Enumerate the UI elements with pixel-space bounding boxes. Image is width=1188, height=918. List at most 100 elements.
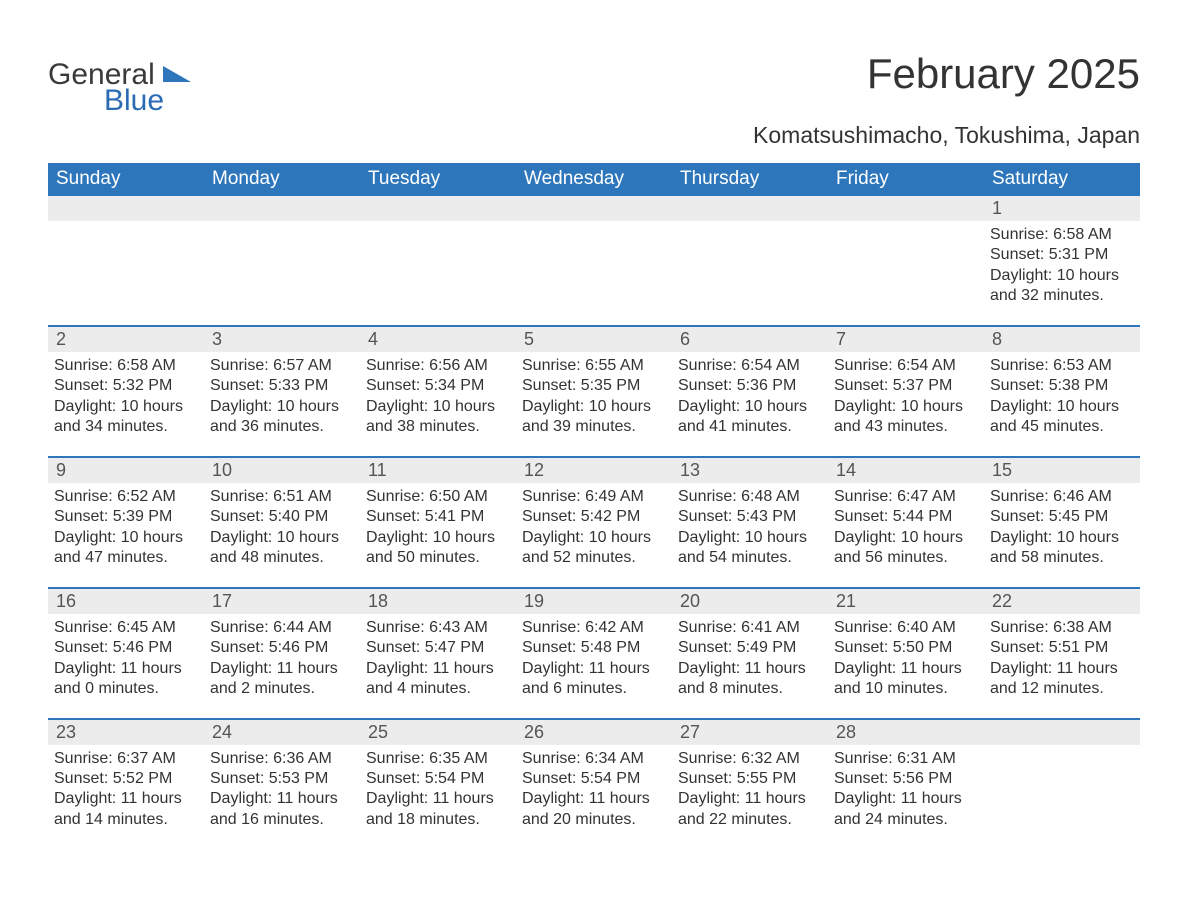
calendar-day: 8Sunrise: 6:53 AMSunset: 5:38 PMDaylight…: [984, 327, 1140, 456]
day-details: Sunrise: 6:58 AMSunset: 5:31 PMDaylight:…: [990, 221, 1134, 307]
day-line-day2: and 43 minutes.: [834, 417, 978, 437]
calendar-day: 9Sunrise: 6:52 AMSunset: 5:39 PMDaylight…: [48, 458, 204, 587]
day-number: 2: [54, 327, 198, 352]
day-line-day2: and 52 minutes.: [522, 548, 666, 568]
day-details: Sunrise: 6:31 AMSunset: 5:56 PMDaylight:…: [834, 745, 978, 831]
day-line-day2: and 4 minutes.: [366, 679, 510, 699]
day-number: 26: [522, 720, 666, 745]
day-number: 20: [678, 589, 822, 614]
day-line-sunrise: Sunrise: 6:38 AM: [990, 618, 1134, 638]
day-line-day2: and 8 minutes.: [678, 679, 822, 699]
day-number: 15: [990, 458, 1134, 483]
day-line-day2: and 47 minutes.: [54, 548, 198, 568]
day-details: Sunrise: 6:42 AMSunset: 5:48 PMDaylight:…: [522, 614, 666, 700]
day-line-sunrise: Sunrise: 6:54 AM: [834, 356, 978, 376]
calendar-day: 21Sunrise: 6:40 AMSunset: 5:50 PMDayligh…: [828, 589, 984, 718]
day-line-day1: Daylight: 10 hours: [990, 266, 1134, 286]
day-line-sunrise: Sunrise: 6:44 AM: [210, 618, 354, 638]
calendar-week: 9 Sunrise: 6:52 AMSunset: 5:39 PM Daylight…: [48, 456, 1140, 587]
day-line-sunset: Sunset: 5:38 PM: [990, 376, 1134, 396]
day-line-sunset: Sunset: 5:37 PM: [834, 376, 978, 396]
weekday-header: Wednesday: [516, 163, 672, 196]
location-text: Komatsushimacho, Tokushima, Japan: [48, 122, 1140, 149]
calendar-day: 3Sunrise: 6:57 AMSunset: 5:33 PMDaylight…: [204, 327, 360, 456]
day-line-sunset: Sunset: 5:50 PM: [834, 638, 978, 658]
day-number: 6: [678, 327, 822, 352]
day-line-sunrise: Sunrise: 6:40 AM: [834, 618, 978, 638]
day-details: Sunrise: 6:34 AMSunset: 5:54 PMDaylight:…: [522, 745, 666, 831]
calendar-day: 28Sunrise: 6:31 AMSunset: 5:56 PMDayligh…: [828, 720, 984, 849]
day-number: 19: [522, 589, 666, 614]
calendar-day: 22Sunrise: 6:38 AMSunset: 5:51 PMDayligh…: [984, 589, 1140, 718]
logo: General Blue: [48, 50, 191, 118]
calendar-day: 16Sunrise: 6:45 AMSunset: 5:46 PMDayligh…: [48, 589, 204, 718]
calendar-day: .: [360, 196, 516, 325]
weekday-header: Thursday: [672, 163, 828, 196]
page-title: February 2025: [867, 50, 1140, 98]
day-line-day2: and 6 minutes.: [522, 679, 666, 699]
day-line-sunset: Sunset: 5:36 PM: [678, 376, 822, 396]
calendar-week: 23Sunrise: 6:37 AMSunset: 5:52 PMDayligh…: [48, 718, 1140, 849]
day-details: Sunrise: 6:53 AMSunset: 5:38 PMDaylight:…: [990, 352, 1134, 438]
day-line-day1: Daylight: 11 hours: [834, 789, 978, 809]
day-line-sunrise: Sunrise: 6:51 AM: [210, 487, 354, 507]
day-line-day2: and 2 minutes.: [210, 679, 354, 699]
day-line-day2: and 38 minutes.: [366, 417, 510, 437]
day-number: 12: [522, 458, 666, 483]
day-line-sunrise: Sunrise: 6:31 AM: [834, 749, 978, 769]
day-number: 5: [522, 327, 666, 352]
calendar-day: 12Sunrise: 6:49 AMSunset: 5:42 PMDayligh…: [516, 458, 672, 587]
day-details: Sunrise: 6:47 AMSunset: 5:44 PMDaylight:…: [834, 483, 978, 569]
day-line-sunset: Sunset: 5:35 PM: [522, 376, 666, 396]
calendar-day: 20Sunrise: 6:41 AMSunset: 5:49 PMDayligh…: [672, 589, 828, 718]
day-line-sunset: Sunset: 5:51 PM: [990, 638, 1134, 658]
calendar-day: 23Sunrise: 6:37 AMSunset: 5:52 PMDayligh…: [48, 720, 204, 849]
day-line-sunrise: Sunrise: 6:52 AM: [54, 487, 198, 507]
day-line-sunset: Sunset: 5:54 PM: [366, 769, 510, 789]
day-number: 24: [210, 720, 354, 745]
weekday-header: Friday: [828, 163, 984, 196]
day-line-day1: Daylight: 10 hours: [522, 528, 666, 548]
day-line-sunset: Sunset: 5:44 PM: [834, 507, 978, 527]
day-details: Sunrise: 6:37 AMSunset: 5:52 PMDaylight:…: [54, 745, 198, 831]
day-details: Sunrise: 6:54 AMSunset: 5:37 PMDaylight:…: [834, 352, 978, 438]
day-line-sunrise: Sunrise: 6:43 AM: [366, 618, 510, 638]
day-number: 25: [366, 720, 510, 745]
day-line-day2: and 50 minutes.: [366, 548, 510, 568]
day-line-day2: and 41 minutes.: [678, 417, 822, 437]
day-line-day1: Daylight: 11 hours: [522, 789, 666, 809]
day-number: 9: [54, 458, 198, 483]
day-number: 17: [210, 589, 354, 614]
calendar-day: .: [516, 196, 672, 325]
day-line-day2: and 16 minutes.: [210, 810, 354, 830]
day-details: Sunrise: 6:58 AMSunset: 5:32 PMDaylight:…: [54, 352, 198, 438]
calendar-day: 5Sunrise: 6:55 AMSunset: 5:35 PMDaylight…: [516, 327, 672, 456]
day-line-sunset: Sunset: 5:39 PM: [54, 507, 198, 527]
calendar-day: 1Sunrise: 6:58 AMSunset: 5:31 PMDaylight…: [984, 196, 1140, 325]
calendar-day: 18Sunrise: 6:43 AMSunset: 5:47 PMDayligh…: [360, 589, 516, 718]
day-details: Sunrise: 6:36 AMSunset: 5:53 PMDaylight:…: [210, 745, 354, 831]
day-number: 10: [210, 458, 354, 483]
day-number: 11: [366, 458, 510, 483]
calendar-day: .: [828, 196, 984, 325]
day-line-day2: and 36 minutes.: [210, 417, 354, 437]
day-line-day1: Daylight: 11 hours: [54, 659, 198, 679]
day-line-day2: and 48 minutes.: [210, 548, 354, 568]
day-number: 16: [54, 589, 198, 614]
calendar-week: ......1Sunrise: 6:58 AMSunset: 5:31 PMDa…: [48, 196, 1140, 325]
day-line-sunset: Sunset: 5:48 PM: [522, 638, 666, 658]
day-line-sunrise: Sunrise: 6:48 AM: [678, 487, 822, 507]
day-line-sunrise: Sunrise: 6:58 AM: [54, 356, 198, 376]
day-line-sunrise: Sunrise: 6:50 AM: [366, 487, 510, 507]
day-line-sunset: Sunset: 5:45 PM: [990, 507, 1134, 527]
day-line-day1: Daylight: 11 hours: [990, 659, 1134, 679]
weekday-header: Tuesday: [360, 163, 516, 196]
day-details: Sunrise: 6:54 AMSunset: 5:36 PMDaylight:…: [678, 352, 822, 438]
day-line-day2: and 0 minutes.: [54, 679, 198, 699]
day-line-sunrise: Sunrise: 6:41 AM: [678, 618, 822, 638]
day-line-sunrise: Sunrise: 6:37 AM: [54, 749, 198, 769]
day-number: 8: [990, 327, 1134, 352]
day-line-sunset: Sunset: 5:31 PM: [990, 245, 1134, 265]
day-line-sunset: Sunset: 5:47 PM: [366, 638, 510, 658]
calendar-day: .: [672, 196, 828, 325]
